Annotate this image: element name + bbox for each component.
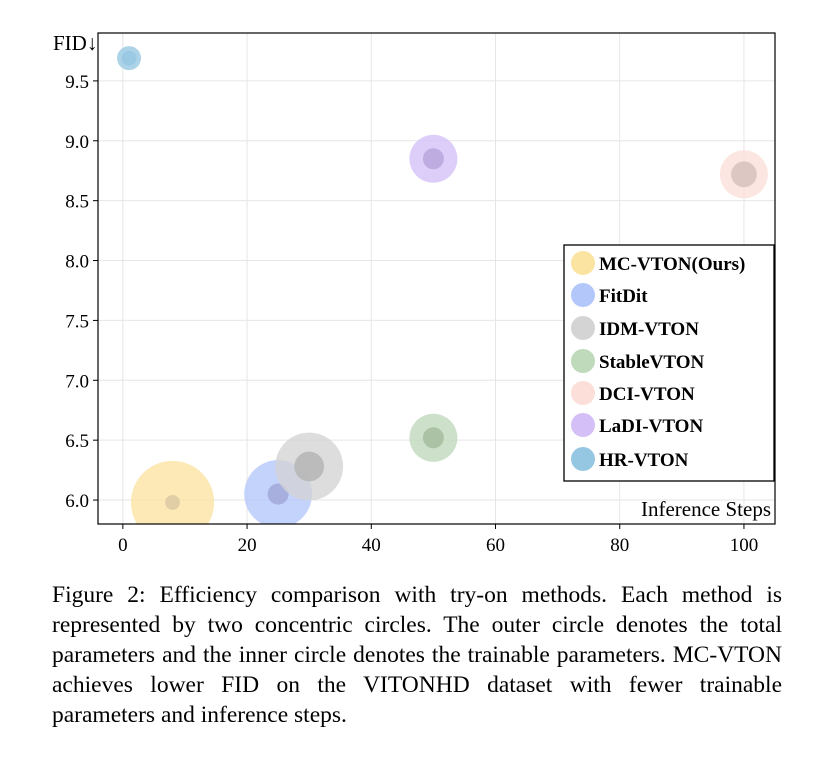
bubble-inner-3	[422, 427, 444, 449]
legend-swatch-0	[571, 251, 595, 275]
x-tick-label: 0	[118, 535, 128, 556]
y-axis-ticks: 6.0 6.5 7.0 7.5 8.0 8.5 9.0 9.5	[65, 72, 98, 512]
legend-label-1: FitDit	[599, 286, 648, 307]
bubble-inner-6	[121, 50, 137, 66]
bubble-chart: 0 20 40 60 80 100 6.0 6.5 7.0 7.5 8.0 8.5 9.0 9.5 FI…	[53, 31, 776, 556]
x-tick-label: 100	[730, 535, 759, 556]
x-tick-label: 80	[610, 535, 629, 556]
legend-label-6: HR-VTON	[599, 450, 689, 471]
legend-label-3: StableVTON	[599, 352, 705, 373]
y-axis-label: FID↓	[53, 31, 97, 55]
legend-label-0: MC-VTON(Ours)	[599, 254, 745, 275]
legend-swatch-2	[571, 316, 595, 340]
y-tick-label: 7.0	[65, 371, 89, 392]
x-tick-label: 60	[486, 535, 505, 556]
legend-swatch-1	[571, 283, 595, 307]
y-tick-label: 9.5	[65, 72, 89, 93]
y-tick-label: 6.0	[65, 491, 89, 512]
bubble-inner-5	[422, 148, 444, 170]
y-tick-label: 9.0	[65, 132, 89, 153]
y-tick-label: 7.5	[65, 311, 89, 332]
bubble-inner-1	[267, 483, 289, 505]
y-tick-label: 8.0	[65, 252, 89, 273]
y-tick-label: 8.5	[65, 192, 89, 213]
legend-label-2: IDM-VTON	[599, 319, 699, 340]
legend-label-5: LaDI-VTON	[599, 416, 703, 437]
x-axis-ticks: 0 20 40 60 80 100	[118, 524, 758, 556]
plot-frame	[97, 32, 776, 525]
legend-swatch-5	[571, 413, 595, 437]
y-tick-label: 6.5	[65, 431, 89, 452]
legend-label-4: DCI-VTON	[599, 384, 695, 405]
legend-box	[563, 244, 775, 482]
legend: MC-VTON(Ours) FitDit IDM-VTON StableVTON DCI…	[563, 244, 775, 482]
bubble-outer-0	[130, 460, 215, 524]
bubble-inner-0	[165, 495, 180, 510]
legend-swatch-3	[571, 349, 595, 373]
figure-caption: Figure 2: Efficiency comparison with try…	[52, 582, 782, 728]
bubble-inner-2	[294, 451, 325, 482]
x-axis-label: Inference Steps	[641, 497, 771, 521]
legend-swatch-6	[571, 447, 595, 471]
bubble-inner-4	[731, 161, 757, 188]
bubbles	[117, 46, 768, 524]
x-tick-label: 20	[238, 535, 257, 556]
x-tick-label: 40	[362, 535, 381, 556]
legend-swatch-4	[571, 381, 595, 405]
